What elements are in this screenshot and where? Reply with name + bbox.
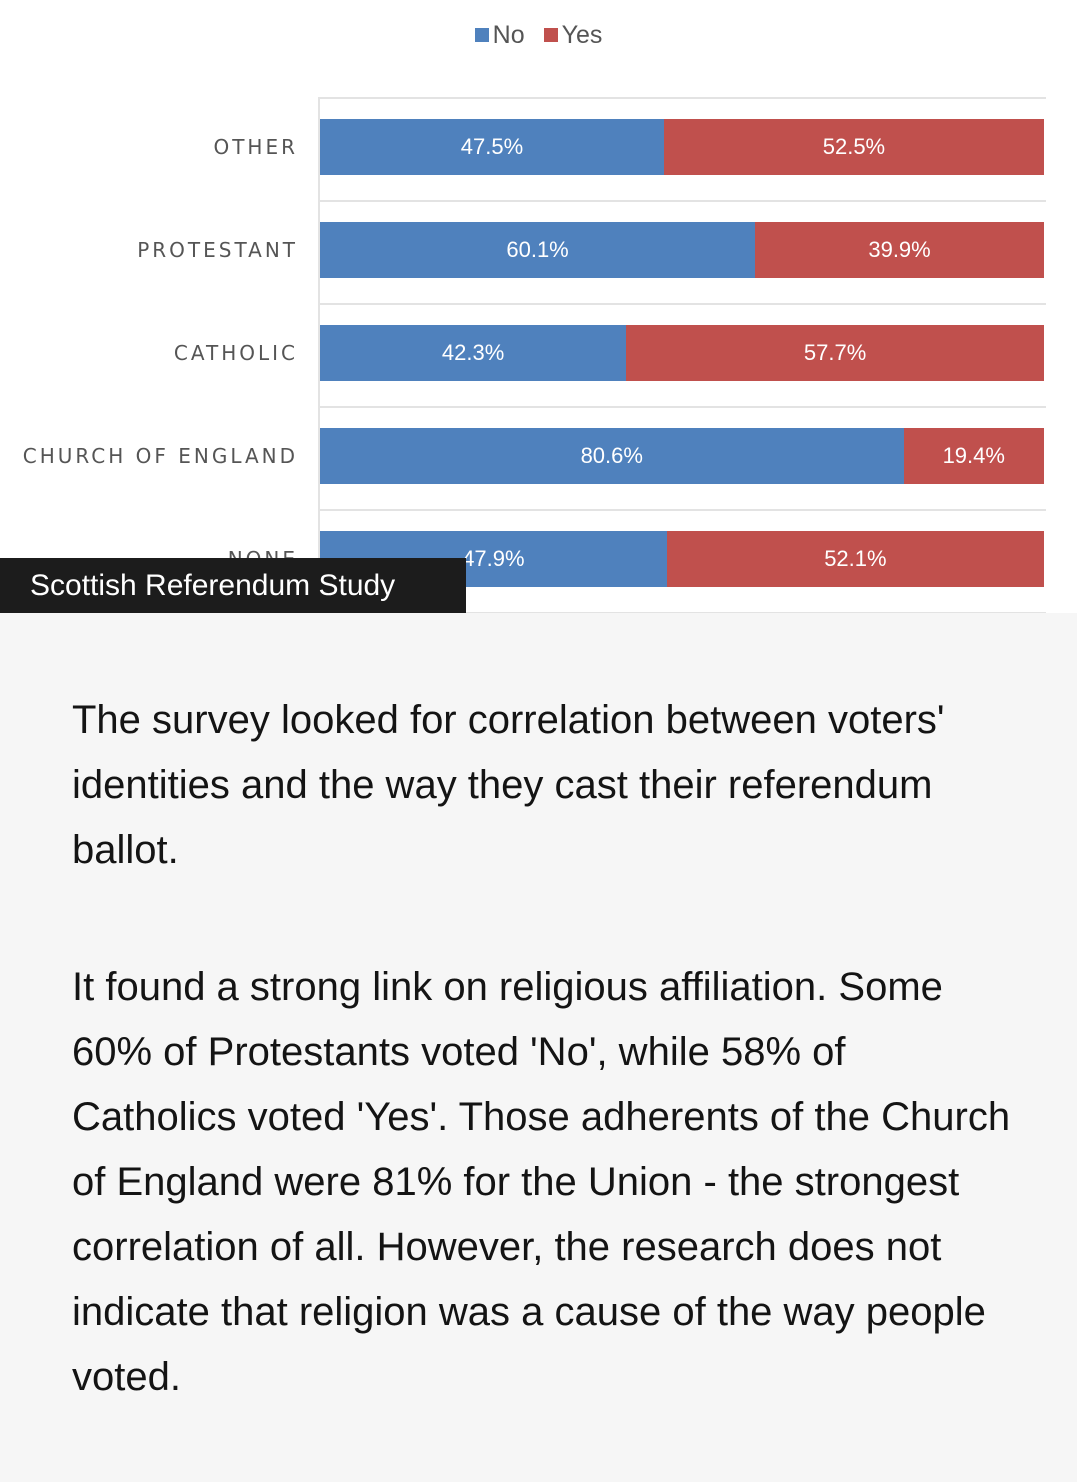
bar-yes (755, 222, 1044, 278)
gridline (318, 303, 1046, 305)
data-label: 52.1% (824, 546, 887, 571)
bar-yes (663, 119, 1044, 175)
image-caption: Scottish Referendum Study (0, 558, 466, 613)
data-label: 19.4% (942, 443, 1005, 468)
bar-no (320, 325, 627, 381)
data-label: 42.3% (441, 340, 505, 365)
article-body: The survey looked for correlation betwee… (72, 688, 1012, 1482)
category-label: CATHOLIC (173, 341, 298, 365)
legend-swatch-yes (543, 28, 558, 42)
data-label: 60.1% (506, 237, 569, 262)
data-label: 57.7% (803, 340, 867, 365)
data-label: 39.9% (868, 237, 931, 262)
bar-yes (903, 428, 1044, 484)
gridline (318, 200, 1046, 202)
legend-label-no: No (492, 20, 525, 49)
bar-no (320, 428, 904, 484)
bar-no (320, 119, 664, 175)
legend-item-no: No (474, 20, 525, 50)
data-label: 47.5% (460, 134, 524, 159)
legend-item-yes: Yes (543, 20, 603, 50)
bar-yes (626, 325, 1044, 381)
article-paragraph: The survey looked for correlation betwee… (72, 698, 945, 872)
data-label: 52.5% (822, 134, 886, 159)
chart-legend: No Yes (0, 20, 1077, 50)
gridline (318, 509, 1046, 511)
gridline (318, 97, 1046, 99)
category-label: PROTESTANT (137, 238, 298, 262)
legend-swatch-no (474, 28, 489, 42)
gridline (318, 612, 1046, 613)
legend-label-yes: Yes (561, 20, 603, 49)
bar-no (320, 222, 756, 278)
bar-yes (666, 531, 1044, 587)
chart-figure: No Yes OTHER 47.5% 52.5% PROTESTANT 60.1% 39.… (0, 0, 1077, 613)
category-label: CHURCH OF ENGLAND (22, 444, 298, 468)
article-paragraph: It found a strong link on religious affi… (72, 965, 1011, 1399)
gridline (318, 406, 1046, 408)
data-label: 47.9% (462, 546, 525, 571)
y-axis-line (318, 97, 320, 613)
data-label: 80.6% (580, 443, 643, 468)
category-label: OTHER (213, 135, 298, 159)
